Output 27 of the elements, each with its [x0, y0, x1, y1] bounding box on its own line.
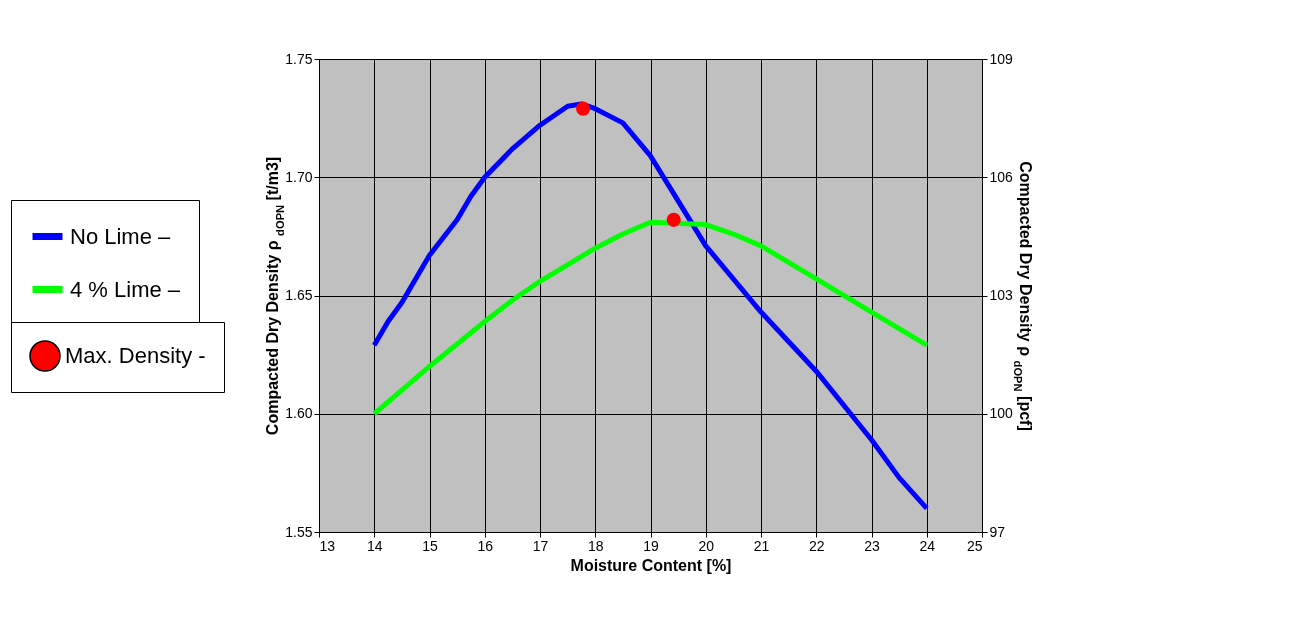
x-tick-label: 25	[966, 537, 983, 554]
x-tick-label: 22	[808, 537, 825, 554]
y2-tick-label: 97	[989, 523, 1006, 540]
x-tick-label: 14	[366, 537, 383, 554]
y2-tick-label: 100	[989, 405, 1014, 422]
x-tick-label: 20	[698, 537, 715, 554]
x-axis-title: Moisture Content [%]	[570, 556, 732, 574]
x-tick-label: 17	[532, 537, 549, 554]
x-tick-label: 21	[753, 537, 770, 554]
y-tick-label: 1.60	[285, 405, 313, 422]
y-tick-label: 1.55	[285, 523, 313, 540]
y2-tick-label: 103	[989, 287, 1014, 303]
y-tick-label: 1.70	[285, 168, 313, 185]
y-tick-label: 1.65	[285, 287, 313, 303]
x-tick-label: 19	[643, 537, 659, 554]
x-tick-label: 16	[477, 537, 494, 554]
y2-tick-label: 109	[989, 50, 1014, 67]
legend-label: No Lime –	[70, 223, 172, 249]
x-tick-label: 24	[919, 537, 936, 554]
legend-label: Max. Density -	[65, 343, 206, 368]
x-tick-label: 23	[864, 537, 880, 554]
x-tick-label: 13	[319, 537, 336, 554]
legend-label: 4 % Lime –	[70, 276, 181, 302]
x-tick-label: 15	[422, 537, 438, 554]
y-tick-label: 1.75	[285, 50, 313, 67]
x-tick-label: 18	[587, 537, 604, 554]
y2-tick-label: 106	[989, 168, 1014, 185]
